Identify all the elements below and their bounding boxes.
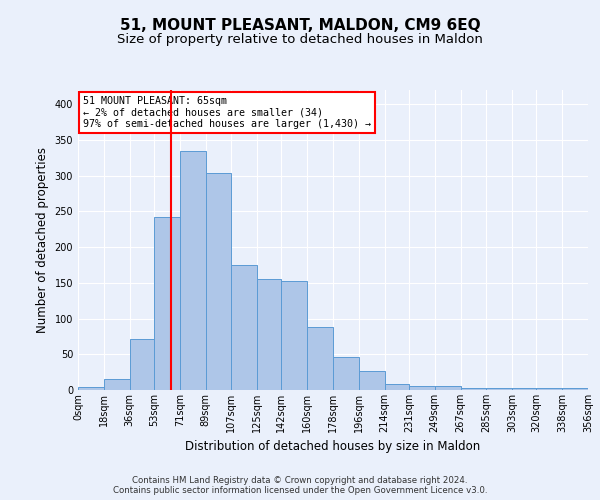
Bar (130, 338, 154, 390)
Bar (333, 357, 359, 390)
Bar (359, 370, 385, 390)
X-axis label: Distribution of detached houses by size in Maldon: Distribution of detached houses by size … (185, 440, 481, 454)
Bar (180, 152, 205, 390)
Bar (231, 265, 257, 390)
Bar (281, 280, 307, 390)
Bar (257, 280, 281, 390)
Text: Contains HM Land Registry data © Crown copyright and database right 2024.
Contai: Contains HM Land Registry data © Crown c… (113, 476, 487, 495)
Bar (307, 327, 333, 390)
Bar (385, 384, 409, 390)
Bar (154, 217, 180, 390)
Bar (486, 388, 512, 390)
Y-axis label: Number of detached properties: Number of detached properties (36, 147, 49, 333)
Bar (435, 386, 461, 390)
Text: Size of property relative to detached houses in Maldon: Size of property relative to detached ho… (117, 32, 483, 46)
Bar (104, 380, 130, 390)
Text: 51 MOUNT PLEASANT: 65sqm
← 2% of detached houses are smaller (34)
97% of semi-de: 51 MOUNT PLEASANT: 65sqm ← 2% of detache… (83, 96, 371, 129)
Bar (409, 386, 435, 390)
Bar (512, 388, 536, 390)
Bar (562, 388, 588, 390)
Text: 51, MOUNT PLEASANT, MALDON, CM9 6EQ: 51, MOUNT PLEASANT, MALDON, CM9 6EQ (119, 18, 481, 32)
Bar (78, 387, 104, 390)
Bar (205, 173, 231, 390)
Bar (461, 388, 486, 390)
Bar (536, 388, 562, 390)
